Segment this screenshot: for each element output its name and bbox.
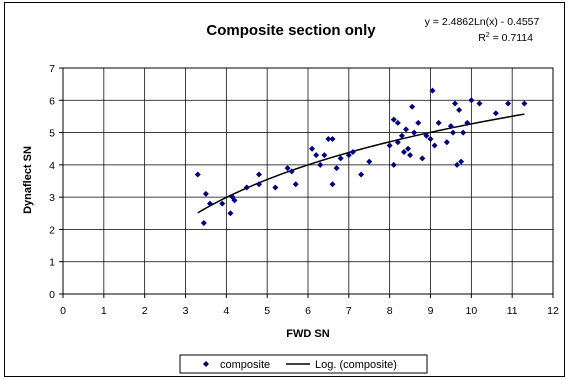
- data-point: [419, 155, 426, 162]
- trendline-equation: y = 2.4862Ln(x) - 0.4557: [425, 16, 540, 28]
- data-point: [386, 142, 393, 149]
- data-point: [403, 126, 409, 133]
- data-point: [431, 142, 438, 149]
- data-point: [394, 139, 401, 146]
- data-point: [400, 148, 407, 155]
- data-point: [449, 129, 456, 136]
- data-point: [423, 132, 430, 139]
- x-tick-label: 1: [101, 305, 107, 317]
- r-squared: R2 = 0.7114: [478, 32, 533, 44]
- data-point: [349, 148, 356, 155]
- data-point: [411, 129, 418, 136]
- data-point: [200, 219, 207, 226]
- data-point: [256, 181, 262, 188]
- legend: composite Log. (composite): [179, 354, 428, 374]
- data-point: [202, 190, 209, 197]
- x-tick-label: 2: [142, 305, 148, 317]
- data-point: [407, 152, 414, 159]
- x-tick-label: 6: [305, 305, 311, 317]
- r-squared-symbol: R: [478, 32, 486, 44]
- data-point: [476, 100, 483, 107]
- y-tick-labels: 0 1 2 3 4 5 6 7: [49, 63, 55, 301]
- data-point: [284, 165, 291, 172]
- y-tick-label: 5: [49, 128, 55, 140]
- data-point: [366, 158, 373, 165]
- y-tick-label: 6: [49, 95, 55, 107]
- x-axis-label: FWD SN: [286, 328, 329, 340]
- data-point: [521, 100, 528, 107]
- x-tick-label: 10: [465, 305, 477, 317]
- trendline: [197, 113, 525, 214]
- data-point: [468, 97, 475, 104]
- x-tick-label: 9: [428, 305, 434, 317]
- data-point: [427, 136, 434, 143]
- data-point: [409, 103, 416, 110]
- data-point: [464, 119, 471, 126]
- x-tick-label: 7: [346, 305, 352, 317]
- data-point: [454, 161, 461, 168]
- data-point: [390, 161, 397, 168]
- data-point: [313, 152, 320, 159]
- data-point: [398, 132, 405, 139]
- data-point: [333, 165, 340, 172]
- legend-diamond-icon: [203, 361, 209, 367]
- legend-series-label: composite: [220, 359, 270, 371]
- y-tick-label: 2: [49, 224, 55, 236]
- x-tick-label: 12: [547, 305, 559, 317]
- x-tick-labels: 0 1 2 3 4 5 6 7 8 9 10 11 12: [60, 305, 559, 317]
- data-point: [405, 145, 412, 152]
- data-point: [456, 106, 463, 113]
- data-points: [194, 87, 528, 226]
- x-tick-label: 4: [223, 305, 229, 317]
- data-point: [219, 200, 226, 207]
- data-point: [207, 200, 213, 207]
- data-point: [458, 158, 465, 165]
- data-point: [435, 119, 442, 126]
- data-point: [256, 171, 262, 178]
- data-point: [337, 155, 344, 162]
- data-point: [443, 139, 450, 146]
- data-point: [194, 171, 201, 178]
- data-point: [345, 152, 352, 159]
- y-tick-label: 1: [49, 257, 55, 269]
- x-tick-label: 3: [183, 305, 189, 317]
- data-point: [429, 87, 436, 94]
- data-point: [492, 110, 499, 117]
- data-point: [321, 152, 328, 159]
- y-tick-label: 4: [49, 160, 55, 172]
- r-squared-value: = 0.7114: [490, 32, 533, 44]
- data-point: [390, 116, 397, 123]
- data-point: [447, 123, 454, 130]
- data-point: [329, 181, 336, 188]
- x-tick-label: 8: [387, 305, 393, 317]
- data-point: [415, 119, 422, 126]
- x-tick-label: 11: [507, 305, 518, 317]
- data-point: [272, 184, 279, 191]
- data-point: [452, 100, 458, 107]
- data-point: [394, 119, 401, 126]
- data-point: [317, 161, 324, 168]
- x-tick-label: 5: [264, 305, 270, 317]
- data-point: [292, 181, 299, 188]
- y-tick-label: 3: [49, 192, 55, 204]
- y-tick-label: 0: [49, 289, 55, 301]
- data-point: [505, 100, 512, 107]
- x-tick-label: 0: [60, 305, 66, 317]
- data-point: [358, 171, 365, 178]
- y-tick-label: 7: [49, 63, 55, 75]
- data-point: [243, 184, 250, 191]
- r-squared-superscript: 2: [486, 32, 490, 39]
- y-axis-label: Dynaflect SN: [22, 146, 34, 214]
- data-point: [329, 136, 336, 143]
- data-point: [231, 197, 238, 204]
- data-point: [325, 136, 332, 143]
- chart-title: Composite section only: [206, 22, 376, 39]
- data-point: [288, 168, 295, 175]
- data-point: [460, 129, 467, 136]
- data-point: [309, 145, 316, 152]
- data-point: [227, 210, 234, 217]
- legend-trendline-label: Log. (composite): [315, 359, 397, 371]
